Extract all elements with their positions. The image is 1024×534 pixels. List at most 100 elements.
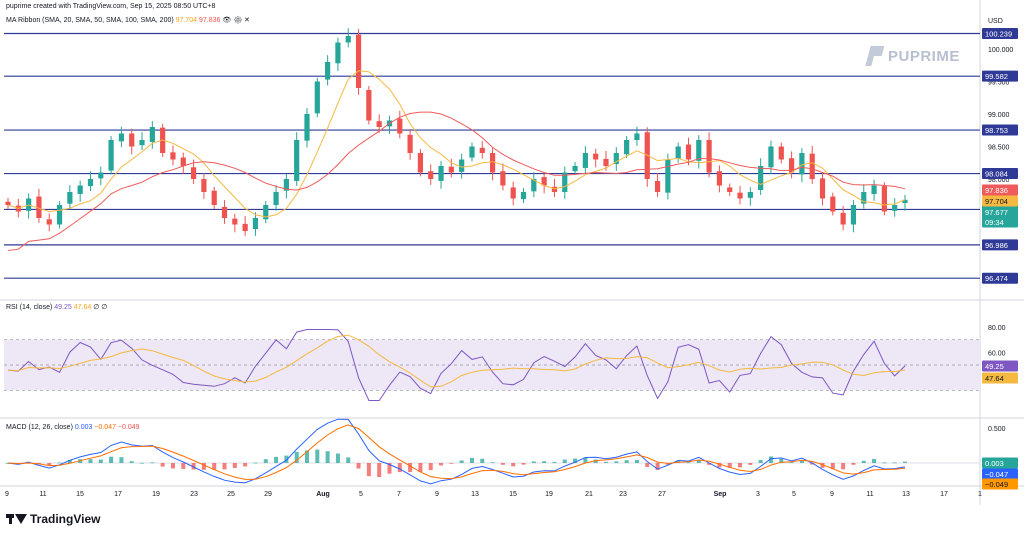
x-axis-label: 21 <box>585 491 593 498</box>
candle-body <box>881 186 887 212</box>
ma-ribbon-eye-icon[interactable]: 👁 ⚙ ✕ <box>222 17 250 24</box>
macd-histogram-bar <box>274 456 279 463</box>
macd-histogram-bar <box>469 457 474 463</box>
macd-histogram-bar <box>779 458 784 463</box>
macd-histogram-bar <box>820 463 825 468</box>
macd-histogram-bar <box>67 459 72 463</box>
currency-label: USD <box>988 18 1003 25</box>
candle-body <box>675 146 681 159</box>
x-axis-label: 17 <box>940 491 948 498</box>
candle-body <box>355 34 362 88</box>
macd-histogram-bar <box>861 460 866 463</box>
candle-body <box>46 219 52 225</box>
candle-body <box>716 171 723 186</box>
macd-histogram-bar <box>459 460 464 463</box>
candle-body <box>211 190 217 205</box>
ma50-price-tag-bg <box>982 184 1018 196</box>
macd-name: MACD (12, 26, close) <box>6 424 73 431</box>
candle-body <box>892 205 898 211</box>
macd-histogram-bar <box>696 460 701 463</box>
hline-price-tag: 98.753 <box>985 126 1008 135</box>
macd-histogram-bar <box>366 463 371 477</box>
macd-histogram-bar <box>346 457 351 463</box>
price-tick-label: 98.500 <box>988 145 1010 152</box>
countdown-tag: 09:34 <box>985 218 1004 227</box>
macd-histogram-bar <box>449 463 454 464</box>
rsi-ma-tag: 47.64 <box>985 374 1004 383</box>
macd-histogram-bar <box>335 453 340 463</box>
macd-value-tag-bg <box>982 457 1018 469</box>
candle-body <box>263 205 269 220</box>
x-axis-label: 3 <box>756 491 760 498</box>
rsi-value: 49.25 <box>54 304 72 311</box>
candle-body <box>67 192 73 204</box>
x-axis-label: 19 <box>152 491 160 498</box>
candle-body <box>788 158 795 173</box>
macd-histogram-bar <box>851 463 856 465</box>
candle-body <box>201 179 207 192</box>
x-axis-label: 7 <box>397 491 401 498</box>
candle-body <box>819 178 826 199</box>
macd-histogram-bar <box>232 463 237 468</box>
candle-body <box>531 179 537 192</box>
candle-body <box>737 192 743 199</box>
hline-price-tag: 96.986 <box>985 241 1008 250</box>
macd-histogram-bar <box>583 457 588 463</box>
x-axis-label: 27 <box>658 491 666 498</box>
macd-histogram-bar <box>830 463 835 470</box>
hline-price-tag-bg <box>982 70 1018 82</box>
candle-body <box>283 179 289 191</box>
candle-body <box>902 199 908 204</box>
macd-histogram-bar <box>284 455 289 463</box>
candle-body <box>139 140 145 146</box>
macd-histogram-bar <box>542 461 547 463</box>
x-axis-label: 5 <box>359 491 363 498</box>
candle-body <box>685 144 692 160</box>
ma20-price-tag: 97.704 <box>985 197 1008 206</box>
creator-text: puprime created with TradingView.com, Se… <box>6 3 216 10</box>
tradingview-logo[interactable]: TradingView <box>6 512 100 526</box>
macd-histogram-bar <box>758 459 763 463</box>
macd-label: MACD (12, 26, close) 0.003 −0.047 −0.049 <box>6 424 140 431</box>
hline-price-tag-bg <box>982 124 1018 136</box>
macd-histogram-bar <box>799 460 804 463</box>
hline-price-tag-bg <box>982 27 1018 39</box>
ma-ribbon-name: MA Ribbon (SMA, 20, SMA, 50, SMA, 100, S… <box>6 17 174 24</box>
macd-histogram-bar <box>47 463 52 466</box>
candle-body <box>98 172 104 179</box>
ma-ribbon-value-1: 97.704 <box>175 17 198 24</box>
macd-hist-value: −0.049 <box>117 424 140 431</box>
macd-value-tag: 0.003 <box>985 459 1004 468</box>
x-axis-label: 15 <box>509 491 517 498</box>
candle-body <box>273 192 279 205</box>
macd-histogram-bar <box>315 449 320 463</box>
candle-body <box>551 186 558 192</box>
candle-body <box>345 36 351 43</box>
macd-histogram-bar <box>490 462 495 464</box>
x-axis-label: Aug <box>316 491 330 498</box>
macd-histogram-bar <box>727 463 732 468</box>
candle-body <box>242 223 248 231</box>
tradingview-brand: TradingView <box>30 512 101 526</box>
macd-histogram-bar <box>531 461 536 463</box>
countdown-tag-bg <box>982 216 1018 228</box>
macd-histogram-bar <box>614 461 619 463</box>
macd-histogram-bar <box>480 458 485 463</box>
macd-histogram-bar <box>439 463 444 466</box>
candle-body <box>459 159 465 172</box>
hline-price-tag-bg <box>982 168 1018 180</box>
rsi-tick-label: 60.00 <box>988 350 1006 357</box>
candle-body <box>830 196 836 212</box>
candle-body <box>118 133 125 142</box>
macd-signal-line <box>7 424 906 480</box>
macd-histogram-bar <box>768 456 773 463</box>
macd-histogram-bar <box>408 463 413 472</box>
macd-histogram-bar <box>645 463 650 467</box>
candle-body <box>613 153 619 165</box>
candle-body <box>634 133 640 140</box>
candle-body <box>108 140 114 171</box>
candle-body <box>665 159 671 193</box>
macd-histogram-bar <box>356 463 361 469</box>
x-axis-label: 25 <box>227 491 235 498</box>
macd-histogram-bar <box>212 463 217 470</box>
